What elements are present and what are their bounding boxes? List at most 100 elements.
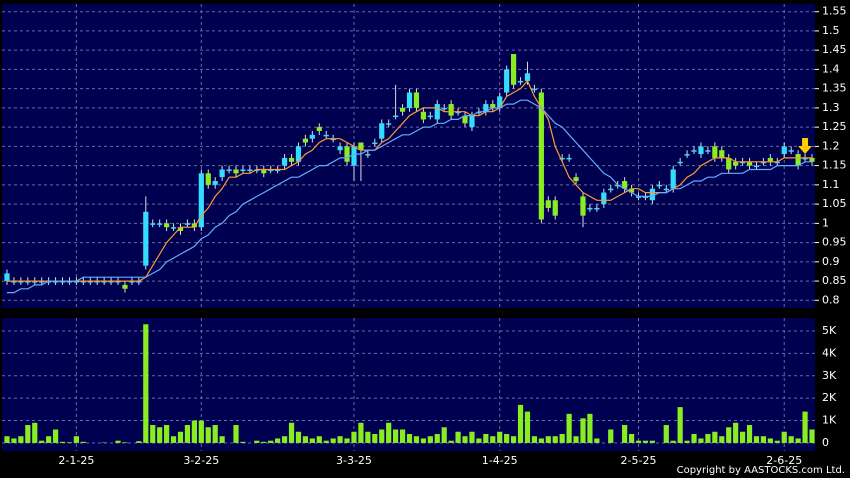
candle-body: [594, 207, 600, 210]
volume-bar: [288, 422, 295, 443]
volume-bar: [767, 438, 773, 443]
volume-bar: [622, 425, 628, 443]
candle-body: [129, 281, 135, 283]
candle-body: [150, 223, 156, 225]
candle-body: [733, 161, 739, 166]
volume-bar: [4, 436, 10, 443]
candle-body: [622, 181, 628, 189]
candle-body: [226, 169, 232, 171]
candle-body: [628, 188, 635, 193]
volume-bar: [399, 429, 406, 443]
candle-body: [726, 157, 732, 170]
candle-body: [809, 157, 815, 162]
volume-bar: [309, 438, 315, 443]
candle-body: [670, 169, 676, 189]
candle-body: [365, 154, 371, 156]
volume-bar: [39, 440, 45, 443]
y-tick-label: 0.95: [822, 236, 847, 249]
volume-bar: [198, 420, 204, 443]
candle-body: [573, 177, 579, 182]
candle-body: [205, 173, 211, 185]
candle-body: [379, 123, 385, 139]
candle-body: [59, 281, 66, 283]
candle-body: [413, 92, 420, 108]
candle-body: [281, 157, 288, 166]
candle-body: [323, 134, 329, 137]
volume-bar: [552, 436, 558, 443]
candle-body: [399, 107, 406, 112]
candle-body: [80, 281, 86, 283]
volume-bar: [455, 431, 461, 443]
candle-body: [517, 80, 524, 83]
candle-body: [337, 146, 343, 151]
candle-body: [774, 161, 780, 164]
volume-bar: [559, 433, 565, 443]
candle-body: [566, 157, 572, 160]
candle-body: [420, 111, 426, 120]
volume-bar: [635, 440, 642, 443]
volume-bar: [393, 429, 399, 443]
x-tick-label: 2-1-25: [58, 454, 94, 467]
candle-body: [101, 281, 107, 283]
volume-tick-label: 2K: [822, 391, 837, 404]
candle-body: [795, 154, 801, 166]
candle-body: [587, 207, 593, 210]
latest-arrow: [798, 138, 813, 154]
volume-bar: [136, 441, 142, 443]
candle-body: [351, 146, 357, 166]
candle-body: [254, 169, 260, 171]
volume-bar: [760, 436, 767, 443]
candle-body: [143, 211, 149, 266]
y-tick-label: 1.55: [822, 5, 847, 18]
candle-body: [170, 227, 177, 229]
volume-bar: [413, 436, 420, 443]
candle-body: [427, 115, 433, 118]
volume-bar: [795, 438, 801, 443]
volume-bar: [261, 441, 267, 443]
volume-bar: [462, 436, 468, 443]
candle-body: [760, 161, 767, 164]
y-tick-label: 1.35: [822, 82, 847, 95]
candle-body: [358, 142, 364, 151]
candle-body: [393, 115, 399, 118]
volume-bar: [379, 429, 385, 443]
volume-bar: [726, 427, 732, 443]
candle-body: [490, 104, 496, 108]
candle-body: [441, 107, 447, 110]
candle-body: [66, 281, 73, 283]
candle-body: [115, 281, 121, 283]
candle-body: [87, 281, 93, 283]
candle-body: [684, 154, 690, 156]
volume-bar: [25, 425, 31, 443]
candle-body: [788, 150, 794, 152]
y-tick-label: 1.1: [822, 178, 840, 191]
candle-body: [191, 223, 197, 228]
candle-body: [677, 161, 683, 164]
volume-bar: [691, 433, 697, 443]
y-tick-label: 1.15: [822, 159, 847, 172]
volume-bar: [497, 431, 503, 443]
candle-body: [753, 165, 760, 168]
candle-body: [316, 127, 322, 131]
moving-average-line: [7, 99, 812, 294]
candle-body: [719, 150, 725, 158]
volume-bar: [358, 422, 364, 443]
candle-body: [32, 281, 38, 283]
candle-body: [608, 188, 614, 191]
volume-bar: [698, 438, 704, 443]
candle-body: [705, 150, 711, 152]
volume-bar: [66, 442, 73, 443]
volume-bar: [628, 433, 635, 443]
candle-body: [52, 281, 59, 283]
volume-bar: [18, 436, 24, 443]
volume-bar: [524, 411, 531, 443]
candle-body: [746, 161, 753, 166]
y-tick-label: 1.2: [822, 139, 840, 152]
volume-bar: [517, 404, 524, 443]
volume-panel: [2, 318, 815, 451]
candle-body: [462, 115, 468, 124]
volume-bar: [46, 436, 52, 443]
candle-body: [524, 73, 531, 81]
y-tick-label: 1: [822, 216, 829, 229]
